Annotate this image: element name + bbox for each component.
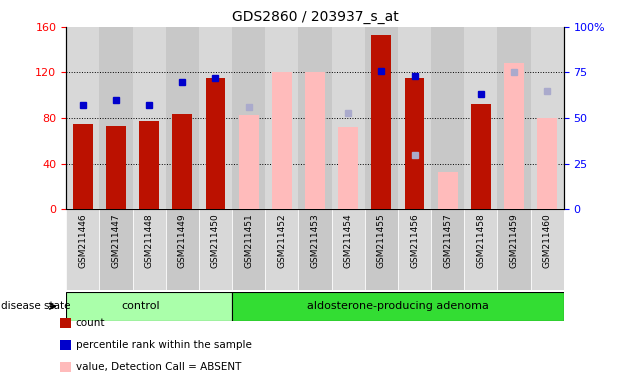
Bar: [66, 292, 232, 321]
Bar: [166, 27, 199, 209]
Text: aldosterone-producing adenoma: aldosterone-producing adenoma: [307, 301, 489, 311]
Text: GSM211451: GSM211451: [244, 214, 253, 268]
Text: GSM211446: GSM211446: [78, 214, 87, 268]
Bar: [398, 209, 431, 290]
Bar: [464, 27, 498, 209]
Bar: [299, 27, 331, 209]
Bar: [537, 118, 557, 209]
Text: GSM211447: GSM211447: [112, 214, 120, 268]
Text: value, Detection Call = ABSENT: value, Detection Call = ABSENT: [76, 362, 241, 372]
Bar: [73, 124, 93, 209]
Bar: [132, 209, 166, 290]
Bar: [504, 63, 524, 209]
Bar: [365, 27, 398, 209]
Bar: [471, 104, 491, 209]
Bar: [305, 73, 325, 209]
Text: GSM211449: GSM211449: [178, 214, 186, 268]
Bar: [365, 209, 398, 290]
Bar: [272, 73, 292, 209]
Text: GSM211457: GSM211457: [444, 214, 452, 268]
Bar: [338, 127, 358, 209]
Title: GDS2860 / 203937_s_at: GDS2860 / 203937_s_at: [232, 10, 398, 25]
Bar: [431, 27, 464, 209]
Bar: [431, 209, 464, 290]
Bar: [398, 27, 431, 209]
Text: GSM211458: GSM211458: [476, 214, 485, 268]
Text: GSM211454: GSM211454: [344, 214, 353, 268]
Text: GSM211448: GSM211448: [145, 214, 154, 268]
Bar: [464, 209, 498, 290]
Bar: [299, 209, 331, 290]
Bar: [132, 27, 166, 209]
Bar: [100, 209, 132, 290]
Bar: [232, 209, 265, 290]
Text: control: control: [122, 301, 160, 311]
Bar: [239, 115, 258, 209]
Bar: [199, 209, 232, 290]
Bar: [100, 27, 132, 209]
Bar: [173, 114, 192, 209]
Bar: [331, 27, 365, 209]
Bar: [139, 121, 159, 209]
Text: disease state: disease state: [1, 301, 70, 311]
Bar: [66, 209, 100, 290]
Text: GSM211455: GSM211455: [377, 214, 386, 268]
Text: GSM211459: GSM211459: [510, 214, 518, 268]
Bar: [265, 27, 299, 209]
Bar: [66, 27, 100, 209]
Text: percentile rank within the sample: percentile rank within the sample: [76, 340, 251, 350]
Bar: [530, 209, 564, 290]
Text: GSM211453: GSM211453: [311, 214, 319, 268]
Bar: [265, 209, 299, 290]
Bar: [498, 209, 530, 290]
Bar: [106, 126, 126, 209]
Text: GSM211452: GSM211452: [277, 214, 286, 268]
Text: GSM211460: GSM211460: [543, 214, 552, 268]
Bar: [438, 172, 457, 209]
Bar: [205, 78, 226, 209]
Bar: [232, 27, 265, 209]
Text: count: count: [76, 318, 105, 328]
Bar: [530, 27, 564, 209]
Text: GSM211456: GSM211456: [410, 214, 419, 268]
Bar: [404, 78, 425, 209]
Text: GSM211450: GSM211450: [211, 214, 220, 268]
Bar: [331, 209, 365, 290]
Bar: [232, 292, 564, 321]
Bar: [372, 35, 391, 209]
Bar: [199, 27, 232, 209]
Bar: [166, 209, 199, 290]
Bar: [498, 27, 530, 209]
